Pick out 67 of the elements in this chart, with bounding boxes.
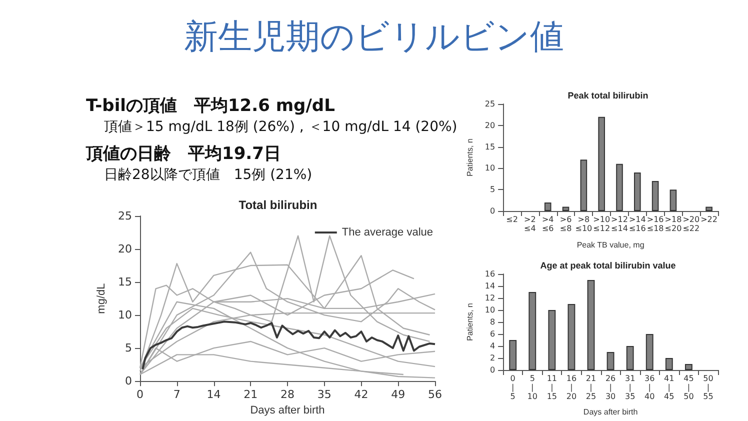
x-tick-label: 31 | 35 bbox=[624, 374, 636, 401]
x-tick-label: >2 ≤4 bbox=[524, 215, 536, 233]
x-tick-label: 56 bbox=[428, 388, 442, 402]
y-tick-label: 16 bbox=[484, 270, 496, 278]
x-tick-label: >14 ≤16 bbox=[628, 215, 646, 233]
x-tick-label: >22 bbox=[700, 215, 718, 224]
y-tick-label: 25 bbox=[118, 210, 132, 222]
x-tick-label: 45 | 50 bbox=[684, 374, 694, 401]
text: 新生児期のビリルビン値 bbox=[183, 16, 565, 59]
x-tick-label: 0 bbox=[136, 388, 144, 402]
x-axis-title: Peak TB value, mg bbox=[576, 240, 644, 250]
chart-title: Peak total bilirubin bbox=[568, 90, 648, 100]
x-tick-label: ≤2 bbox=[506, 215, 518, 224]
chart-title: Age at peak total bilirubin value bbox=[540, 260, 676, 270]
y-tick-label: 10 bbox=[484, 306, 496, 314]
y-tick-label: 10 bbox=[484, 164, 496, 173]
y-tick-label: 5 bbox=[490, 185, 496, 194]
y-tick-label: 8 bbox=[490, 318, 496, 326]
x-tick-label: 50 | 55 bbox=[703, 374, 714, 401]
y-tick-label: 5 bbox=[125, 342, 132, 355]
text: 日齢28以降で頂値 15例 (21%) bbox=[104, 166, 312, 184]
y-tick-label: 0 bbox=[490, 206, 496, 216]
y-tick-label: 20 bbox=[484, 120, 496, 130]
y-tick-label: 25 bbox=[484, 100, 496, 108]
y-tick-label: 15 bbox=[484, 142, 496, 152]
x-tick-label: 28 bbox=[280, 388, 294, 402]
y-tick-label: 15 bbox=[118, 276, 132, 289]
y-tick-label: 6 bbox=[490, 330, 496, 338]
y-tick-label: 4 bbox=[490, 342, 496, 350]
x-tick-label: 49 bbox=[391, 388, 406, 402]
x-tick-label: 14 bbox=[206, 388, 221, 402]
legend-label: The average value bbox=[342, 226, 434, 238]
x-axis-title: Days after birth bbox=[250, 404, 325, 416]
x-tick-label: >18 ≤20 bbox=[664, 215, 682, 233]
x-tick-label: 11 | 15 bbox=[546, 374, 558, 401]
x-tick-label: >20 ≤22 bbox=[682, 215, 700, 233]
y-tick-label: 14 bbox=[484, 282, 496, 290]
x-tick-label: 5 | 10 bbox=[527, 374, 538, 401]
x-tick-label: 21 bbox=[244, 388, 258, 402]
x-tick-label: 36 | 40 bbox=[644, 374, 655, 401]
x-tick-label: 7 bbox=[173, 388, 180, 402]
x-tick-label: >8 ≤10 bbox=[575, 215, 592, 233]
y-tick-label: 2 bbox=[490, 354, 496, 362]
chart-title: Total bilirubin bbox=[238, 198, 318, 212]
x-tick-label: 16 | 20 bbox=[566, 374, 577, 401]
x-tick-label: 26 | 30 bbox=[605, 374, 616, 401]
x-tick-label: >12 ≤14 bbox=[611, 215, 628, 233]
text: 頂値＞15 mg/dL 18例 (26%) , ＜10 mg/dL 14 (20%) bbox=[104, 118, 458, 136]
y-tick-label: 12 bbox=[484, 294, 496, 302]
y-axis-title: mg/dL bbox=[96, 283, 108, 314]
text: 頂値の日齢 平均19.7日 bbox=[86, 143, 281, 165]
x-tick-label: 42 bbox=[354, 388, 368, 402]
y-tick-label: 10 bbox=[118, 308, 132, 322]
text: T-bilの頂値 平均12.6 mg/dL bbox=[86, 95, 335, 117]
y-tick-label: 0 bbox=[490, 366, 496, 374]
x-tick-label: >6 ≤8 bbox=[560, 215, 572, 233]
x-tick-label: >10 ≤12 bbox=[593, 215, 610, 233]
x-tick-label: >16 ≤18 bbox=[646, 215, 664, 233]
x-tick-label: 0 | 5 bbox=[510, 374, 516, 401]
y-tick-label: 20 bbox=[118, 242, 132, 256]
y-axis-title: Patients, n bbox=[466, 303, 474, 341]
x-tick-label: >4 ≤6 bbox=[542, 215, 554, 233]
x-tick-label: 41 | 45 bbox=[664, 374, 674, 401]
x-tick-label: 35 bbox=[317, 388, 332, 402]
x-axis-title: Days after birth bbox=[583, 408, 638, 416]
y-axis-title: Patients, n bbox=[466, 138, 474, 176]
x-tick-label: 21 | 25 bbox=[586, 374, 596, 401]
